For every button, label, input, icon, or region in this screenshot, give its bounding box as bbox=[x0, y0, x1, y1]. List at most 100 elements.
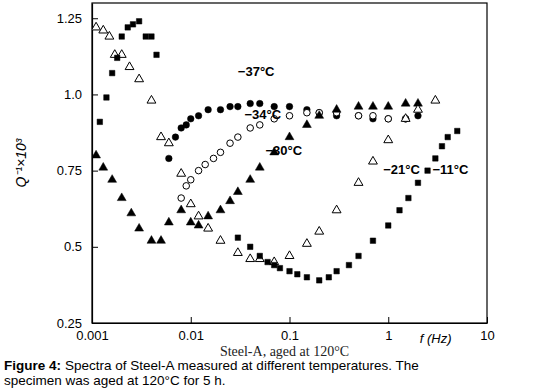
point bbox=[109, 70, 114, 75]
y-tick-label: 0.5 bbox=[64, 239, 82, 254]
point bbox=[384, 135, 393, 143]
point bbox=[271, 262, 276, 267]
point bbox=[130, 22, 135, 27]
x-tick: 10 bbox=[480, 317, 494, 343]
point bbox=[105, 31, 114, 39]
y-tick: 0.5 bbox=[64, 239, 98, 254]
point bbox=[326, 275, 331, 280]
x-tick-mark bbox=[388, 317, 389, 323]
annotation: −30°C bbox=[265, 143, 302, 158]
point bbox=[114, 55, 119, 60]
caption-line: Figure 4:Spectra of Steel-A measured at … bbox=[4, 358, 419, 373]
point bbox=[166, 155, 173, 162]
point bbox=[202, 161, 209, 168]
annotation: −11°C bbox=[432, 162, 469, 177]
x-axis-line bbox=[93, 323, 488, 324]
point bbox=[205, 106, 212, 113]
x-tick: 1 bbox=[385, 317, 392, 343]
point bbox=[108, 175, 117, 183]
point bbox=[227, 140, 234, 147]
point bbox=[97, 119, 102, 124]
x-tick: 0.01 bbox=[179, 317, 204, 343]
point bbox=[401, 114, 410, 122]
caption-text: Spectra of Steel-A measured at different… bbox=[65, 358, 419, 373]
point bbox=[397, 207, 402, 212]
y-tick: 1.25 bbox=[57, 11, 98, 26]
point bbox=[183, 122, 190, 129]
series-0 bbox=[166, 100, 422, 161]
point bbox=[216, 236, 225, 244]
point bbox=[125, 25, 130, 30]
point bbox=[385, 116, 392, 123]
point bbox=[233, 187, 242, 195]
point bbox=[187, 116, 194, 123]
point bbox=[227, 103, 234, 110]
point bbox=[401, 98, 410, 106]
annotations: −37°C−34°C−30°C−21°C−11°C bbox=[238, 64, 469, 177]
annotation: −21°C bbox=[383, 162, 420, 177]
point bbox=[216, 205, 225, 213]
point bbox=[135, 223, 144, 231]
point bbox=[136, 19, 141, 24]
point bbox=[183, 183, 190, 190]
chart: 0.0010.010.11100.250.50.751.01.25f (Hz)Q… bbox=[0, 0, 536, 388]
point bbox=[157, 236, 166, 244]
point bbox=[433, 156, 438, 161]
point bbox=[414, 105, 423, 113]
point bbox=[354, 102, 363, 110]
x-tick-mark bbox=[191, 317, 192, 323]
point bbox=[354, 178, 363, 186]
point bbox=[177, 205, 186, 213]
y-tick-mark bbox=[92, 94, 98, 95]
point bbox=[92, 150, 101, 158]
point bbox=[247, 125, 254, 132]
x-axis-title: f (Hz) bbox=[420, 331, 452, 346]
point bbox=[370, 112, 377, 119]
point bbox=[285, 251, 294, 259]
point bbox=[304, 275, 309, 280]
point bbox=[385, 116, 392, 123]
y-tick-mark bbox=[92, 247, 98, 248]
y-axis-line bbox=[92, 4, 93, 324]
subtitle: Steel-A, aged at 120°C bbox=[220, 344, 349, 359]
annotation: −37°C bbox=[238, 64, 275, 79]
point bbox=[304, 109, 311, 116]
point bbox=[178, 195, 185, 202]
point bbox=[217, 149, 224, 156]
point bbox=[99, 162, 108, 170]
point bbox=[439, 143, 444, 148]
point bbox=[315, 111, 324, 119]
point bbox=[255, 254, 264, 262]
point bbox=[210, 155, 217, 162]
caption-text: specimen was aged at 120°C for 5 h. bbox=[4, 373, 226, 388]
series-4 bbox=[97, 19, 460, 284]
point bbox=[431, 95, 440, 103]
y-tick: 0.75 bbox=[57, 163, 98, 178]
x-tick-mark bbox=[290, 317, 291, 323]
y-tick-label: 1.0 bbox=[64, 87, 82, 102]
point bbox=[332, 105, 341, 113]
point bbox=[235, 134, 242, 141]
point bbox=[315, 226, 324, 234]
point bbox=[135, 74, 144, 82]
point bbox=[194, 220, 203, 228]
point bbox=[277, 265, 282, 270]
plot-frame bbox=[92, 3, 487, 323]
point bbox=[204, 223, 213, 231]
x-tick-mark bbox=[487, 317, 488, 323]
point bbox=[235, 235, 240, 240]
point bbox=[257, 253, 262, 258]
point bbox=[204, 211, 213, 219]
point bbox=[226, 196, 235, 204]
x-tick-label: 0.1 bbox=[281, 328, 299, 343]
x-tick-label: 1 bbox=[385, 328, 392, 343]
x-tick: 0.1 bbox=[281, 317, 299, 343]
point bbox=[334, 268, 339, 273]
y-tick-mark bbox=[92, 18, 98, 19]
marks bbox=[92, 19, 460, 284]
point bbox=[265, 259, 270, 264]
point bbox=[295, 271, 300, 276]
series-3 bbox=[92, 22, 440, 264]
point bbox=[147, 236, 156, 244]
series-1 bbox=[178, 109, 409, 201]
